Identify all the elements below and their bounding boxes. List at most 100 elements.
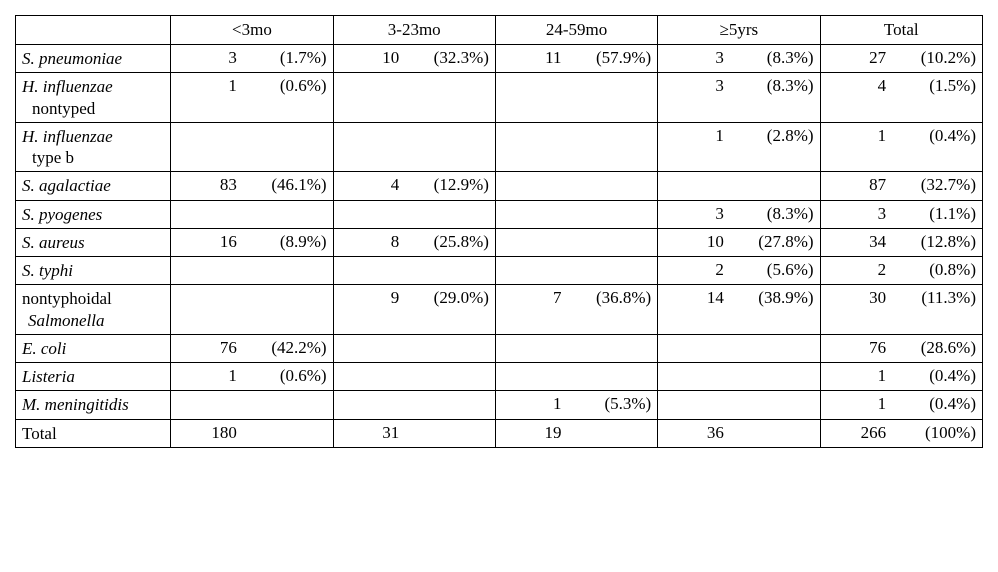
table-row: S. pyogenes3(8.3%)3(1.1%) [16, 200, 983, 228]
cell-count [171, 257, 241, 285]
cell-percent: (8.3%) [728, 200, 820, 228]
cell-count: 87 [820, 172, 890, 200]
row-label: S. pyogenes [16, 200, 171, 228]
cell-percent [566, 228, 658, 256]
cell-count: 31 [333, 419, 403, 447]
cell-count: 1 [820, 363, 890, 391]
cell-percent [403, 257, 495, 285]
cell-count [495, 257, 565, 285]
cell-percent [241, 122, 333, 172]
cell-count: 11 [495, 45, 565, 73]
cell-percent [403, 363, 495, 391]
cell-percent: (2.8%) [728, 122, 820, 172]
table-row: M. meningitidis1(5.3%)1(0.4%) [16, 391, 983, 419]
cell-count [658, 334, 728, 362]
col-head: ≥5yrs [658, 16, 820, 45]
cell-percent [566, 122, 658, 172]
cell-count: 76 [171, 334, 241, 362]
cell-percent: (42.2%) [241, 334, 333, 362]
cell-percent [241, 419, 333, 447]
cell-count: 3 [820, 200, 890, 228]
cell-percent [566, 73, 658, 123]
cell-percent: (100%) [890, 419, 982, 447]
row-label: H. influenzaenontyped [16, 73, 171, 123]
cell-count [333, 391, 403, 419]
row-label: H. influenzaetype b [16, 122, 171, 172]
table-row: E. coli76(42.2%)76(28.6%) [16, 334, 983, 362]
cell-count: 19 [495, 419, 565, 447]
cell-count: 1 [495, 391, 565, 419]
table-row: H. influenzaetype b1(2.8%)1(0.4%) [16, 122, 983, 172]
cell-count [495, 172, 565, 200]
cell-percent: (27.8%) [728, 228, 820, 256]
corner-cell [16, 16, 171, 45]
cell-count [333, 363, 403, 391]
cell-percent: (0.8%) [890, 257, 982, 285]
cell-percent [728, 172, 820, 200]
cell-percent: (25.8%) [403, 228, 495, 256]
cell-count: 1 [658, 122, 728, 172]
cell-percent [566, 334, 658, 362]
cell-percent: (8.3%) [728, 45, 820, 73]
cell-count: 1 [820, 122, 890, 172]
cell-count [171, 391, 241, 419]
row-label: nontyphoidalSalmonella [16, 285, 171, 335]
cell-count: 10 [333, 45, 403, 73]
cell-count: 1 [171, 73, 241, 123]
cell-count [171, 285, 241, 335]
cell-count [658, 172, 728, 200]
cell-percent: (28.6%) [890, 334, 982, 362]
cell-percent: (0.4%) [890, 122, 982, 172]
pathogen-age-table: <3mo 3-23mo 24-59mo ≥5yrs Total S. pneum… [15, 15, 983, 448]
cell-count: 2 [820, 257, 890, 285]
cell-percent: (38.9%) [728, 285, 820, 335]
cell-percent [403, 200, 495, 228]
row-label: M. meningitidis [16, 391, 171, 419]
cell-percent: (0.4%) [890, 391, 982, 419]
cell-percent [403, 122, 495, 172]
cell-percent [728, 363, 820, 391]
cell-percent [403, 73, 495, 123]
cell-percent [241, 285, 333, 335]
row-label: S. pneumoniae [16, 45, 171, 73]
cell-count: 3 [171, 45, 241, 73]
cell-count: 1 [171, 363, 241, 391]
cell-count: 180 [171, 419, 241, 447]
row-label: S. typhi [16, 257, 171, 285]
cell-percent [728, 334, 820, 362]
cell-count: 83 [171, 172, 241, 200]
cell-count: 36 [658, 419, 728, 447]
cell-count [333, 200, 403, 228]
cell-count [171, 122, 241, 172]
row-label: Total [16, 419, 171, 447]
cell-percent: (46.1%) [241, 172, 333, 200]
cell-count [495, 73, 565, 123]
cell-count: 76 [820, 334, 890, 362]
cell-count: 3 [658, 200, 728, 228]
cell-count [333, 122, 403, 172]
col-head: 3-23mo [333, 16, 495, 45]
table-row: H. influenzaenontyped1(0.6%)3(8.3%)4(1.5… [16, 73, 983, 123]
cell-percent: (12.9%) [403, 172, 495, 200]
cell-percent [728, 419, 820, 447]
cell-percent: (1.5%) [890, 73, 982, 123]
cell-percent: (10.2%) [890, 45, 982, 73]
cell-count: 2 [658, 257, 728, 285]
row-label: Listeria [16, 363, 171, 391]
row-label: S. agalactiae [16, 172, 171, 200]
cell-percent: (12.8%) [890, 228, 982, 256]
col-head: <3mo [171, 16, 333, 45]
cell-percent: (36.8%) [566, 285, 658, 335]
cell-percent: (5.6%) [728, 257, 820, 285]
row-label: S. aureus [16, 228, 171, 256]
table-row: S. aureus16(8.9%)8(25.8%)10(27.8%)34(12.… [16, 228, 983, 256]
cell-count: 30 [820, 285, 890, 335]
cell-percent: (1.1%) [890, 200, 982, 228]
cell-count: 16 [171, 228, 241, 256]
cell-percent [566, 419, 658, 447]
cell-percent [241, 200, 333, 228]
cell-count [171, 200, 241, 228]
cell-percent: (5.3%) [566, 391, 658, 419]
cell-percent: (0.6%) [241, 363, 333, 391]
cell-percent: (0.4%) [890, 363, 982, 391]
